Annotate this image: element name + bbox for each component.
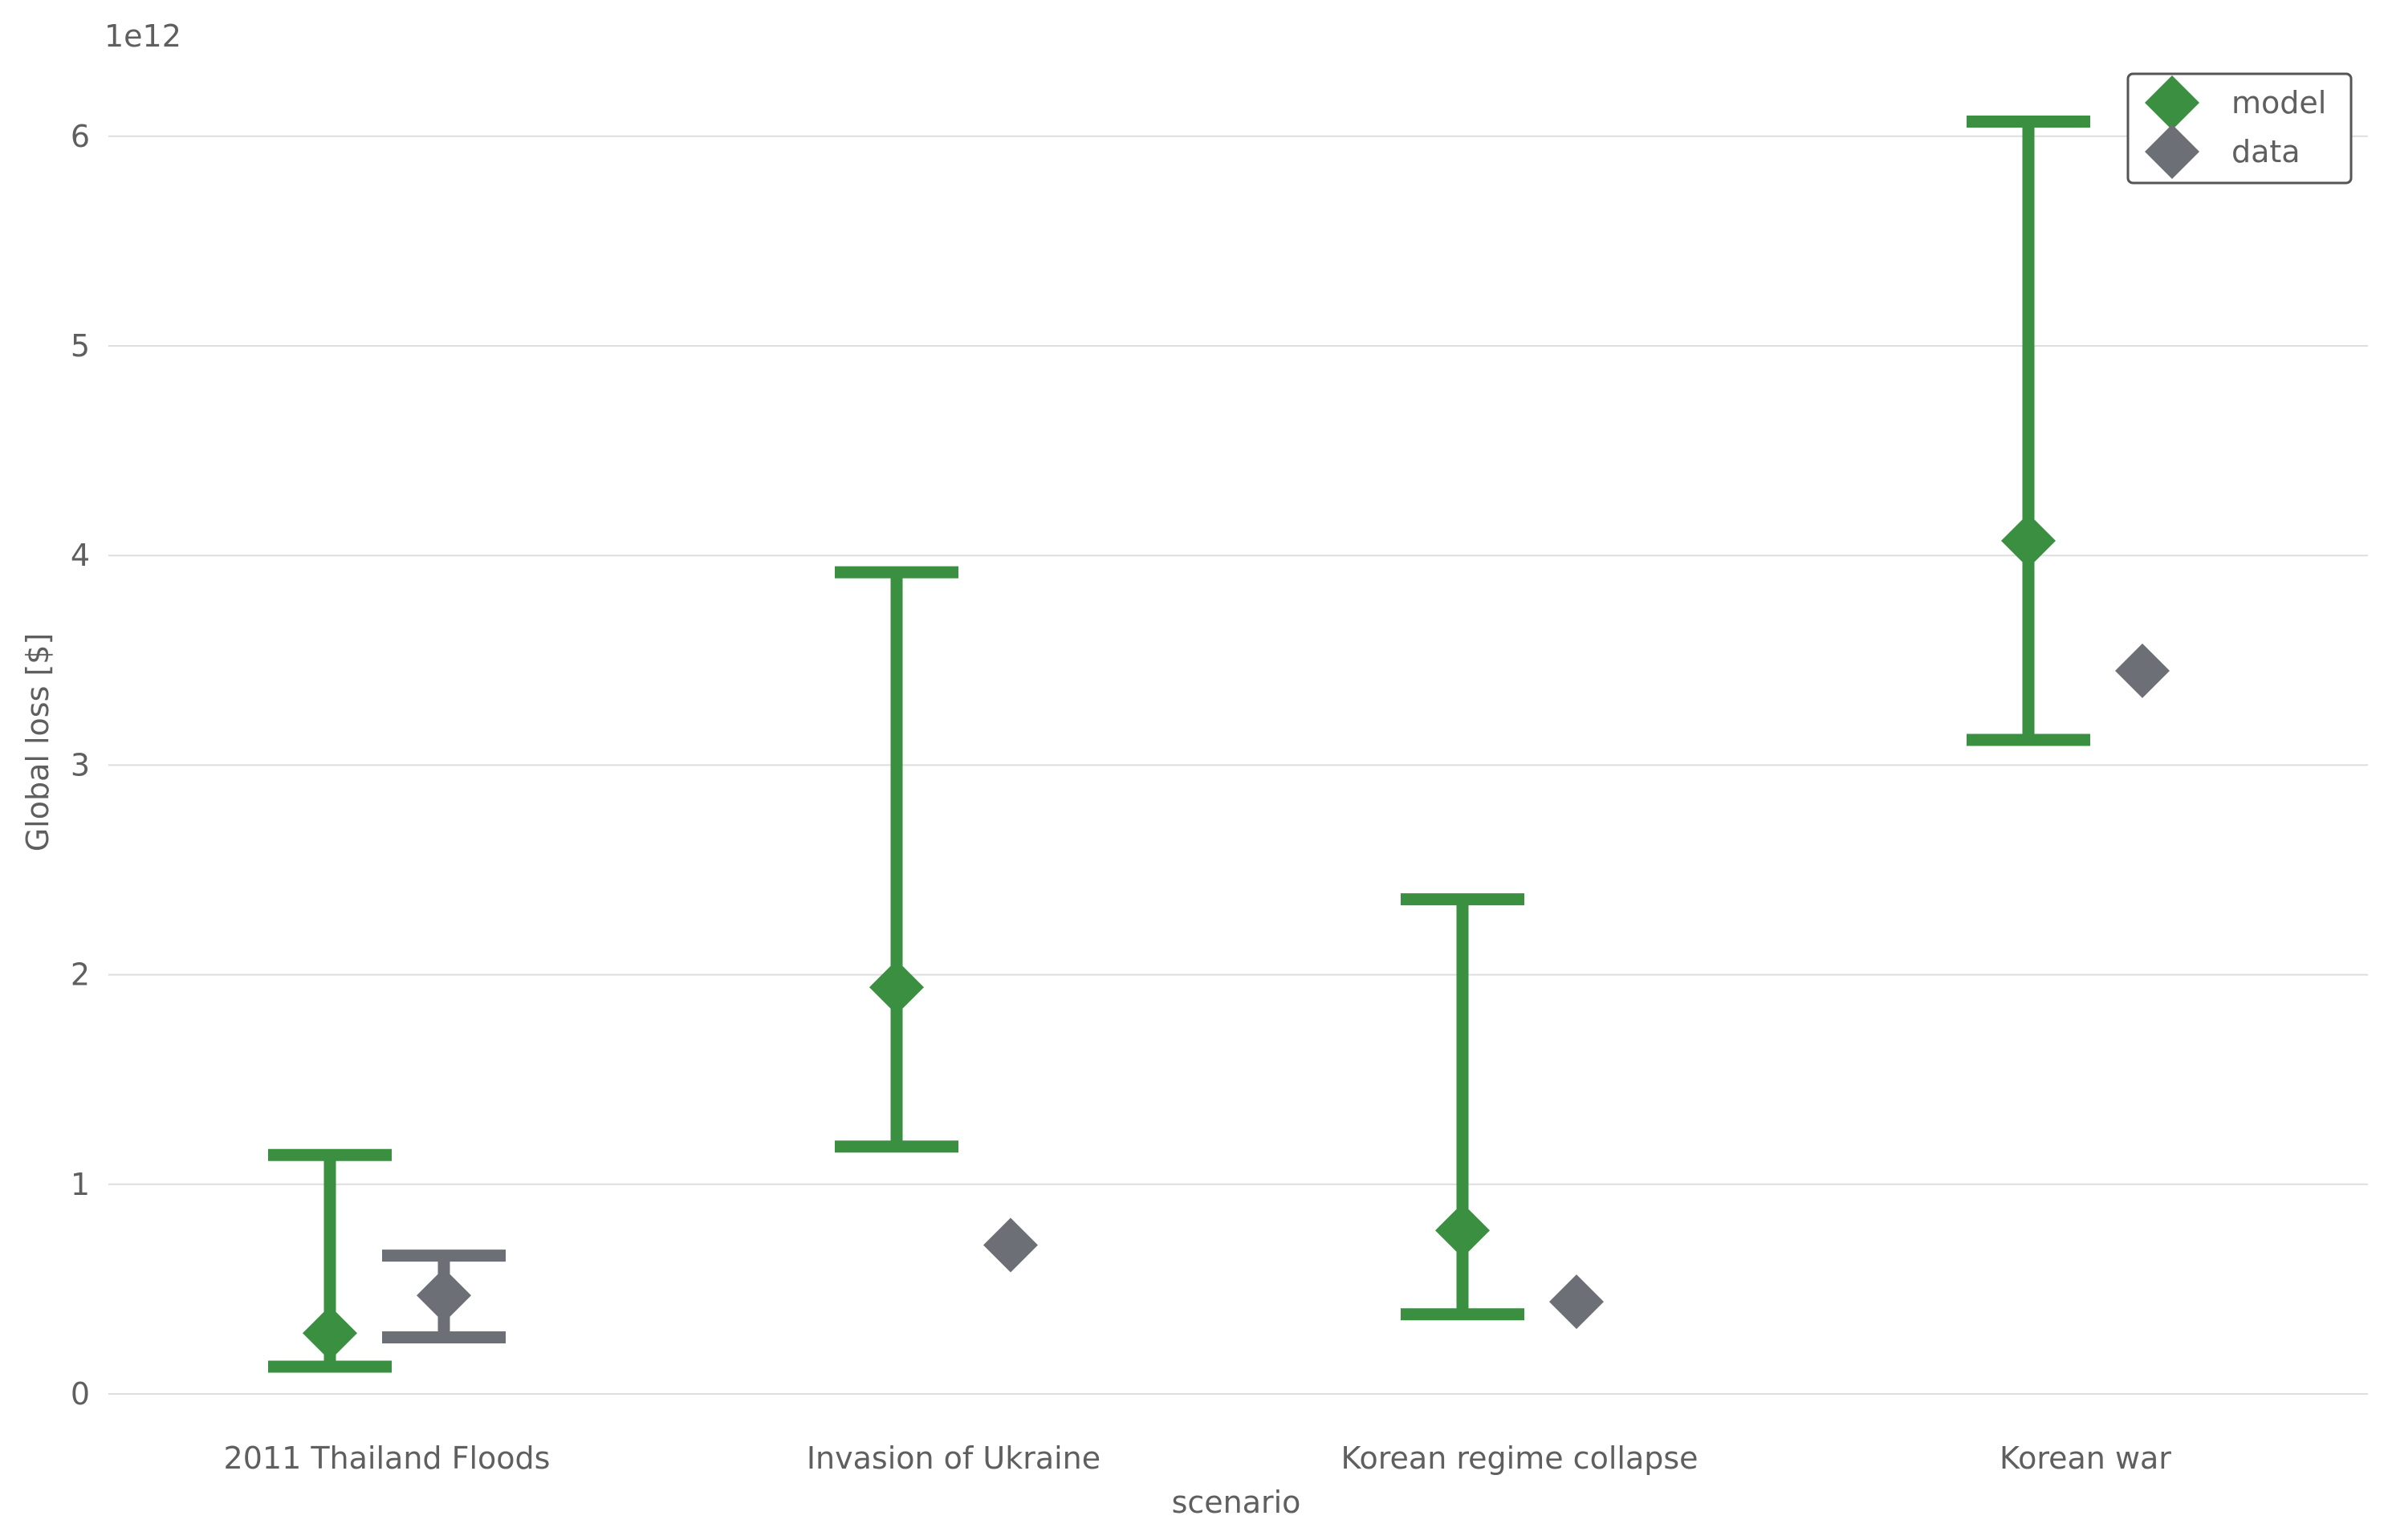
marker-model: [869, 960, 924, 1015]
x-tick-label: 2011 Thailand Floods: [224, 1440, 551, 1476]
error-bar-model: [835, 566, 958, 1153]
grid-lines: [108, 135, 2368, 1395]
x-tick-label: Invasion of Ukraine: [807, 1440, 1100, 1476]
x-axis-label: scenario: [1172, 1485, 1301, 1520]
legend-marker-model: [2145, 75, 2199, 130]
marker-data: [983, 1217, 1038, 1273]
y-tick-label: 1: [71, 1167, 90, 1202]
legend-marker-data: [2145, 124, 2199, 179]
error-bar-model: [1967, 116, 2090, 746]
x-tick-labels: 2011 Thailand Floods Invasion of Ukraine K…: [224, 1440, 2172, 1476]
y-tick-label: 0: [71, 1376, 90, 1412]
marker-data: [417, 1268, 471, 1323]
y-tick-labels: 0 1 2 3 4 5 6: [71, 119, 90, 1412]
y-tick-label: 5: [71, 328, 90, 364]
marker-data: [2115, 643, 2170, 698]
marker-model: [303, 1306, 357, 1361]
marker-model: [1435, 1203, 1490, 1258]
y-tick-label: 6: [71, 119, 90, 154]
y-axis-label: Global loss [$]: [20, 633, 55, 852]
legend-label-data: data: [2231, 134, 2301, 169]
y-tick-label: 2: [71, 957, 90, 993]
y-offset-label: 1e12: [104, 18, 181, 54]
legend: model data: [2126, 72, 2353, 185]
x-tick-label: Korean war: [2000, 1440, 2171, 1476]
legend-label-model: model: [2231, 85, 2326, 120]
error-bars: [268, 116, 2090, 1373]
marker-model: [2001, 513, 2056, 568]
y-tick-label: 4: [71, 538, 90, 573]
y-tick-label: 3: [71, 747, 90, 782]
marker-data: [1549, 1274, 1604, 1330]
data-markers: [303, 513, 2170, 1361]
x-tick-label: Korean regime collapse: [1340, 1440, 1698, 1476]
